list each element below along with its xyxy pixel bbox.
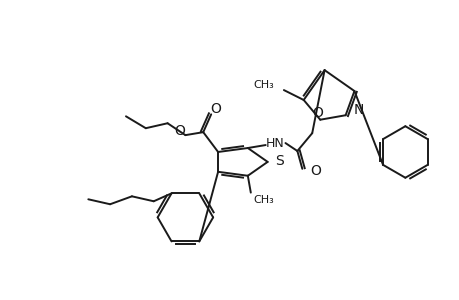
Text: O: O xyxy=(311,106,322,120)
Text: O: O xyxy=(210,102,221,116)
Text: O: O xyxy=(174,124,185,138)
Text: O: O xyxy=(309,164,320,178)
Text: S: S xyxy=(275,154,284,168)
Text: CH₃: CH₃ xyxy=(253,194,274,205)
Text: N: N xyxy=(353,103,363,117)
Text: CH₃: CH₃ xyxy=(253,80,274,90)
Text: HN: HN xyxy=(266,136,284,150)
